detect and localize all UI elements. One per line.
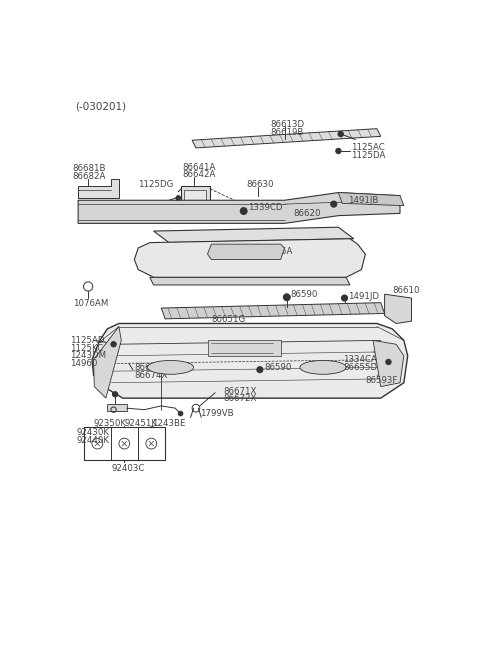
Circle shape [240,208,247,214]
Ellipse shape [147,360,193,374]
Text: 86590: 86590 [264,363,292,372]
Text: 92403C: 92403C [111,464,144,473]
Polygon shape [150,277,350,285]
Text: 86685A: 86685A [260,248,293,256]
Circle shape [257,367,263,373]
Circle shape [111,341,116,347]
Text: 86630: 86630 [246,180,274,189]
Polygon shape [207,244,285,259]
Text: 86613D: 86613D [271,121,305,129]
Circle shape [338,132,343,137]
Text: 1076AM: 1076AM [73,299,108,308]
Text: 86655D: 86655D [343,363,377,372]
Circle shape [341,295,348,301]
Text: 1334CA: 1334CA [343,355,377,364]
Text: 92451K: 92451K [124,419,157,428]
Text: 86671X: 86671X [223,386,256,396]
Text: 86641A: 86641A [183,162,216,172]
Bar [184,190,206,215]
Polygon shape [154,227,354,242]
Text: 86674X: 86674X [134,371,168,379]
Circle shape [331,201,337,207]
Text: 1799VB: 1799VB [200,409,233,418]
Text: 86593F: 86593F [365,376,398,385]
Text: 1125DA: 1125DA [351,151,386,160]
Text: 1243BE: 1243BE [152,419,186,428]
Text: 1491JD: 1491JD [348,292,379,301]
Text: 1125AC: 1125AC [351,143,385,153]
Text: 1125DG: 1125DG [138,179,174,189]
Text: 86681B: 86681B [73,164,106,173]
Polygon shape [108,403,127,411]
Text: 86672X: 86672X [223,394,256,403]
Text: 92430K: 92430K [77,428,109,438]
Text: 1125KC: 1125KC [71,344,104,352]
Text: 1125AD: 1125AD [71,336,105,345]
Text: 86642A: 86642A [183,170,216,179]
Bar [84,428,165,460]
Polygon shape [384,294,411,324]
Text: 92350K: 92350K [94,419,127,428]
Polygon shape [78,193,400,223]
Polygon shape [161,303,384,319]
Text: 1491JB: 1491JB [348,196,378,205]
Polygon shape [373,341,404,386]
Circle shape [112,392,118,397]
Text: 86610: 86610 [392,286,420,295]
Text: 14960: 14960 [71,359,98,368]
Text: 86619B: 86619B [271,128,304,137]
Text: 86682A: 86682A [73,172,106,181]
Polygon shape [192,128,381,148]
Circle shape [283,294,290,301]
Text: 86620: 86620 [294,209,321,218]
Polygon shape [78,179,119,198]
Polygon shape [94,327,121,398]
Polygon shape [92,324,408,398]
Circle shape [386,359,391,365]
Text: 86673X: 86673X [134,363,168,372]
Ellipse shape [300,360,346,374]
Circle shape [178,411,183,416]
Text: (-030201): (-030201) [75,102,126,112]
Text: 86590: 86590 [290,290,317,299]
Text: 86651G: 86651G [211,315,246,324]
Text: 92440K: 92440K [77,436,109,445]
Circle shape [336,148,341,154]
Polygon shape [134,239,365,277]
Circle shape [176,196,180,200]
Bar [207,341,281,356]
Text: 1243DM: 1243DM [71,351,107,360]
Bar [180,187,210,219]
Polygon shape [338,193,404,206]
Text: 1339CD: 1339CD [248,204,283,212]
